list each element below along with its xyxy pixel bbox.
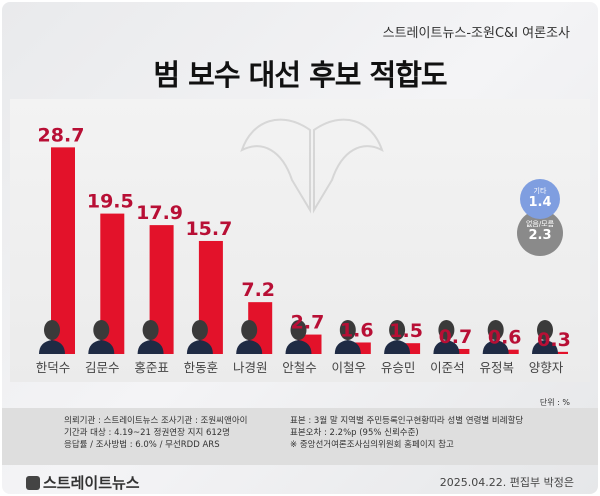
logo-icon <box>26 475 40 490</box>
bubble-other: 기타 1.4 <box>520 179 560 219</box>
value-label: 1.6 <box>340 319 374 341</box>
bar <box>51 147 75 354</box>
value-label: 19.5 <box>87 191 134 213</box>
candidate-photo <box>532 320 558 354</box>
candidate-photo <box>186 320 213 354</box>
value-label: 15.7 <box>185 218 232 240</box>
category-label: 유정복 <box>479 360 514 375</box>
brand-logo: 스트레이트뉴스 <box>26 472 140 493</box>
value-label: 7.2 <box>241 279 275 301</box>
bubble-other-label: 기타 <box>533 187 547 195</box>
value-label: 1.5 <box>389 320 423 342</box>
phoenix-emblem-icon <box>240 118 384 214</box>
info-line: 표본오차 : 2.2%p (95% 신뢰수준) <box>290 428 419 438</box>
category-label: 안철수 <box>282 360 317 375</box>
category-label: 이철우 <box>332 360 367 375</box>
value-label: 0.6 <box>488 327 522 349</box>
candidate-photo <box>137 320 164 354</box>
value-label: 0.7 <box>439 326 473 348</box>
candidate-photo <box>236 320 263 354</box>
logo-text: 스트레이트뉴스 <box>43 474 140 492</box>
value-label: 2.7 <box>291 312 325 334</box>
candidate-photo <box>88 320 115 354</box>
candidate-photo <box>433 320 460 354</box>
info-line: 응답률 / 조사방법 : 6.0% / 무선RDD ARS <box>64 440 220 450</box>
bubble-other-value: 1.4 <box>528 195 552 210</box>
category-label: 김문수 <box>85 360 120 375</box>
category-label: 한덕수 <box>36 360 71 375</box>
candidate-photo <box>482 320 509 354</box>
survey-info: 의뢰기관 : 스트레이트뉴스 조사기관 : 조원씨앤아이 기간과 대상 : 4.… <box>2 408 598 465</box>
category-label: 홍준표 <box>134 360 169 375</box>
value-label: 0.3 <box>537 329 571 351</box>
byline: 2025.04.22. 편집부 박정은 <box>439 476 574 489</box>
value-label: 17.9 <box>136 202 183 224</box>
bubble-dontknow: 없음/모름 2.3 <box>517 210 563 256</box>
bubble-dontknow-label: 없음/모름 <box>525 220 555 228</box>
category-label: 이준석 <box>430 360 465 375</box>
category-label: 양향자 <box>529 360 564 375</box>
value-label: 28.7 <box>38 124 85 146</box>
candidate-photo <box>285 320 312 354</box>
category-label: 나경원 <box>233 360 268 375</box>
bar-chart: 28.7 한덕수 19.5 김문수 17.9 홍준표 15.7 한동훈 7.2 나경원 2.7 안철수… <box>36 124 571 375</box>
bubble-dontknow-value: 2.3 <box>528 228 552 243</box>
candidate-photo <box>39 320 65 354</box>
candidate-photo <box>334 320 361 354</box>
category-label: 유승민 <box>381 360 416 375</box>
survey-source: 스트레이트뉴스-조원C&I 여론조사 <box>382 26 570 41</box>
chart-title: 범 보수 대선 후보 적합도 <box>153 58 447 92</box>
unit-label: 단위 : % <box>539 398 570 407</box>
category-label: 한동훈 <box>184 360 219 375</box>
info-line: ※ 중앙선거여론조사심의위원회 홈페이지 참고 <box>290 440 454 450</box>
info-line: 표본 : 3월 말 지역별 주민등록인구현황따라 성별 연령별 비례할당 <box>290 416 524 426</box>
info-line: 의뢰기관 : 스트레이트뉴스 조사기관 : 조원씨앤아이 <box>64 416 248 426</box>
info-line: 기간과 대상 : 4.19~21 정권연장 지지 612명 <box>64 428 231 438</box>
candidate-photo <box>384 320 411 354</box>
